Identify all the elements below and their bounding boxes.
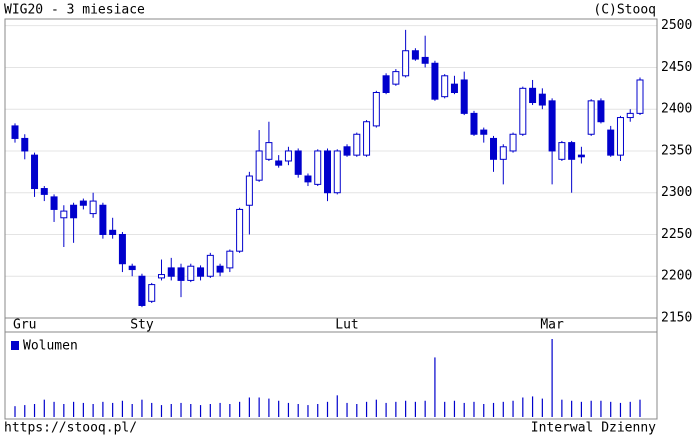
x-tick-label: Gru: [13, 318, 36, 333]
candle-body: [353, 133, 361, 156]
candle-body: [167, 267, 175, 277]
candle-body: [60, 210, 68, 219]
candle-body: [587, 100, 595, 135]
y-tick-label: 2200: [661, 269, 692, 284]
y-tick-label: 2450: [661, 60, 692, 75]
copyright: (C)Stooq: [593, 3, 656, 18]
candle-body: [157, 274, 165, 279]
candle-body: [558, 142, 566, 160]
candle-body: [460, 79, 468, 114]
chart-title: WIG20 - 3 miesiace: [4, 3, 145, 18]
candle-body: [79, 200, 87, 206]
candle-body: [206, 254, 214, 277]
candle-body: [236, 208, 244, 252]
candle-body: [411, 50, 419, 60]
candle-body: [499, 146, 507, 160]
candle-body: [304, 175, 312, 183]
candle-body: [421, 56, 429, 64]
candle-body: [148, 284, 156, 302]
x-tick-label: Mar: [540, 318, 564, 333]
candle-body: [99, 204, 107, 235]
candle-body: [118, 233, 126, 265]
candle-body: [480, 129, 488, 135]
y-tick-label: 2500: [661, 18, 692, 33]
legend-label: Wolumen: [23, 339, 78, 354]
legend-swatch: [11, 341, 19, 350]
candle-body: [275, 160, 283, 166]
candle-body: [343, 146, 351, 156]
candle-body: [109, 229, 117, 235]
candle-body: [284, 150, 292, 162]
candle-body: [31, 154, 39, 190]
candle-body: [128, 265, 136, 271]
candle-body: [216, 265, 224, 273]
candle-body: [636, 79, 644, 114]
candle-body: [441, 75, 449, 98]
candle-body: [197, 267, 205, 277]
candle-body: [372, 91, 380, 127]
interval: Interwal Dzienny: [531, 421, 656, 436]
candle-body: [138, 275, 146, 306]
y-tick-label: 2300: [661, 185, 692, 200]
candle-body: [392, 71, 400, 85]
candle-body: [50, 196, 58, 210]
x-tick-label: Sty: [130, 318, 154, 333]
y-tick-label: 2350: [661, 143, 692, 158]
candle-body: [490, 137, 498, 160]
candle-body: [40, 188, 48, 195]
candle-body: [187, 265, 195, 281]
candle-body: [509, 133, 517, 152]
candle-body: [245, 175, 253, 206]
y-tick-label: 2400: [661, 102, 692, 117]
candle-body: [226, 250, 234, 269]
y-tick-label: 2250: [661, 227, 692, 242]
y-tick-label: 2150: [661, 311, 692, 326]
candle-body: [294, 150, 302, 175]
candle-body: [177, 267, 185, 281]
candle-body: [11, 125, 19, 139]
candle-body: [626, 112, 634, 119]
candle-body: [70, 204, 78, 219]
volume-panel: [4, 331, 658, 420]
candle-body: [324, 150, 331, 194]
candle-body: [616, 117, 624, 156]
candle-body: [265, 142, 273, 160]
x-tick-label: Lut: [335, 318, 358, 333]
candle-body: [577, 154, 585, 158]
source: https://stooq.pl/: [4, 421, 137, 436]
candle-body: [314, 150, 322, 185]
candle-body: [548, 100, 556, 152]
candle-body: [568, 142, 576, 160]
candle-body: [89, 200, 97, 215]
candle-body: [470, 112, 478, 135]
candle-body: [431, 62, 439, 100]
candle-body: [529, 87, 537, 104]
candle-body: [382, 75, 390, 93]
candle-body: [21, 137, 29, 152]
candle-body: [607, 129, 615, 156]
candle-body: [519, 87, 527, 135]
candle-body: [402, 50, 410, 77]
candle-body: [597, 100, 605, 123]
candle-body: [255, 150, 263, 181]
candle-body: [333, 150, 341, 194]
candle-body: [538, 93, 546, 106]
candle-body: [363, 121, 371, 156]
candle-body: [450, 83, 458, 93]
